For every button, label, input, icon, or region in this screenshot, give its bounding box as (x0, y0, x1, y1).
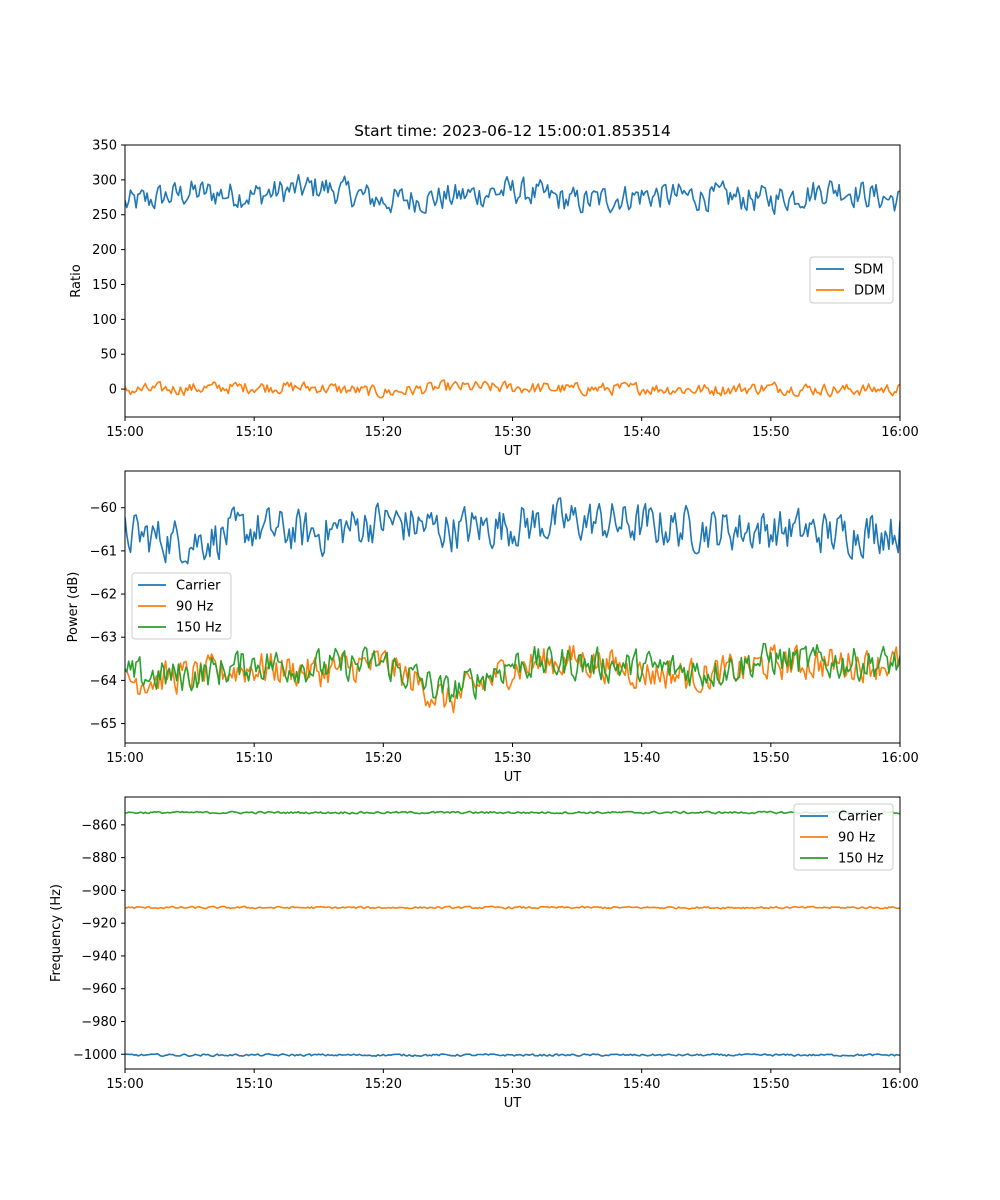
x-axis-label: UT (504, 1096, 522, 1111)
x-tick-label: 15:50 (752, 1077, 789, 1092)
y-tick-label: −960 (81, 982, 117, 997)
series-line-150-hz (125, 810, 900, 815)
panel-3: 15:00 15:10 15:20 15:30 15:40 15:50 16:00 −1000… (49, 796, 919, 1111)
legend: SDM DDM (809, 256, 894, 304)
x-tick-label: 15:00 (106, 425, 143, 440)
legend-label: 150 Hz (176, 621, 222, 636)
legend: Carrier 90 Hz 150 Hz (793, 803, 894, 871)
y-axis-label: Power (dB) (66, 572, 81, 643)
series-line-150-hz (125, 642, 900, 703)
series-line-ddm (125, 379, 900, 399)
y-tick-label: −980 (81, 1015, 117, 1030)
y-tick-label: −940 (81, 949, 117, 964)
series-line-90-hz (125, 905, 900, 910)
panel-2: 15:00 15:10 15:20 15:30 15:40 15:50 16:00 −65 −6… (66, 470, 919, 785)
y-tick-label: 250 (92, 208, 117, 223)
legend-box (793, 803, 894, 871)
x-tick-label: 15:30 (494, 1077, 531, 1092)
legend-label: 150 Hz (838, 852, 884, 867)
series-line-carrier (125, 497, 900, 565)
y-tick-label: 50 (100, 348, 117, 363)
panel-1: Start time: 2023-06-12 15:00:01.853514 15… (69, 122, 919, 459)
series-group (125, 810, 900, 1058)
x-tick-label: 16:00 (881, 1077, 918, 1092)
y-tick-label: 150 (92, 278, 117, 293)
x-tick-label: 15:50 (752, 751, 789, 766)
x-tick-label: 15:00 (106, 751, 143, 766)
x-tick-label: 15:20 (365, 1077, 402, 1092)
x-tick-label: 15:50 (752, 425, 789, 440)
y-tick-label: −62 (90, 588, 117, 603)
y-tick-label: −920 (81, 917, 117, 932)
legend-label: DDM (854, 284, 885, 299)
y-tick-label: 0 (109, 383, 117, 398)
legend-label: 90 Hz (176, 600, 213, 615)
x-tick-label: 16:00 (881, 751, 918, 766)
x-tick-label: 15:00 (106, 1077, 143, 1092)
legend-label: 90 Hz (838, 831, 875, 846)
y-axis-label: Ratio (69, 264, 84, 297)
axes-frame (124, 796, 901, 1070)
legend: Carrier 90 Hz 150 Hz (131, 572, 232, 640)
y-tick-label: 200 (92, 243, 117, 258)
y-tick-label: −61 (90, 544, 117, 559)
series-line-sdm (125, 174, 900, 215)
x-axis-label: UT (504, 444, 522, 459)
y-tick-label: 350 (92, 139, 117, 154)
y-tick-label: −860 (81, 818, 117, 833)
y-tick-label: 300 (92, 173, 117, 188)
x-tick-label: 15:10 (235, 425, 272, 440)
x-axis-label: UT (504, 770, 522, 785)
x-tick-label: 16:00 (881, 425, 918, 440)
x-tick-label: 15:40 (623, 425, 660, 440)
x-tick-label: 15:40 (623, 751, 660, 766)
legend-label: Carrier (838, 810, 883, 825)
x-tick-label: 15:10 (235, 1077, 272, 1092)
y-tick-label: −65 (90, 717, 117, 732)
y-axis-label: Frequency (Hz) (49, 884, 64, 982)
x-tick-label: 15:30 (494, 425, 531, 440)
axes-frame (124, 470, 901, 744)
series-group (125, 497, 900, 714)
x-tick-label: 15:40 (623, 1077, 660, 1092)
y-tick-label: −60 (90, 501, 117, 516)
x-tick-label: 15:10 (235, 751, 272, 766)
x-tick-label: 15:20 (365, 425, 402, 440)
legend-box (131, 572, 232, 640)
x-tick-label: 15:20 (365, 751, 402, 766)
series-line-90-hz (125, 644, 900, 714)
chart-title: Start time: 2023-06-12 15:00:01.853514 (354, 122, 671, 140)
y-tick-label: −900 (81, 884, 117, 899)
legend-label: Carrier (176, 579, 221, 594)
x-tick-label: 15:30 (494, 751, 531, 766)
legend-label: SDM (854, 263, 883, 278)
y-tick-label: −64 (90, 674, 117, 689)
series-line-carrier (125, 1053, 900, 1058)
series-group (125, 174, 900, 399)
y-tick-label: 100 (92, 313, 117, 328)
y-tick-label: −880 (81, 851, 117, 866)
y-tick-label: −1000 (73, 1048, 117, 1063)
y-tick-label: −63 (90, 631, 117, 646)
